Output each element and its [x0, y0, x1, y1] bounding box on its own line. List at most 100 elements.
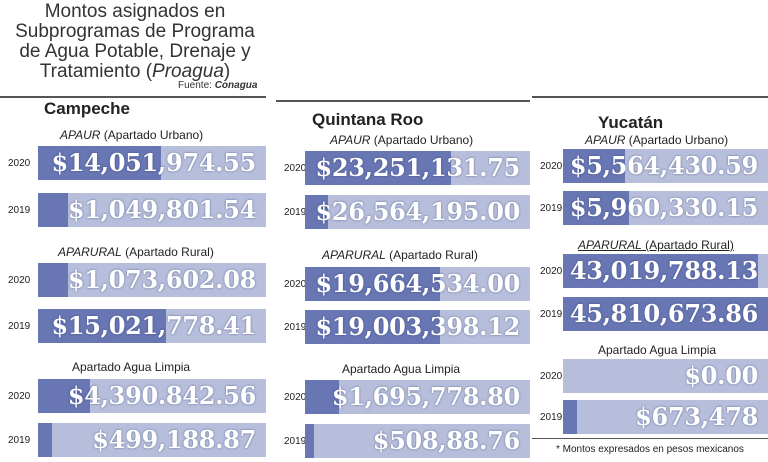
- subprogram-label: Apartado Agua Limpia: [72, 360, 190, 374]
- subprogram-text: Apartado Agua Limpia: [342, 362, 461, 376]
- year-label: 2020: [540, 161, 563, 172]
- amount-bar: $508,88.76: [305, 424, 530, 458]
- amount-value: $19,003,398.12: [315, 312, 520, 341]
- state-divider: [0, 96, 266, 98]
- year-label: 2020: [8, 158, 31, 169]
- subprogram-acronym: APARURAL: [322, 248, 386, 262]
- amount-bar-fill: [38, 193, 68, 227]
- state-divider: [276, 100, 530, 102]
- source-credit: Fuente: Conagua: [178, 80, 257, 91]
- amount-bar: 45,810,673.86: [563, 297, 768, 331]
- amount-value: $15,021,778.41: [51, 311, 256, 340]
- amount-value: $19,664,534.00: [315, 269, 520, 298]
- chart-title-block: Montos asignados en Subprogramas de Prog…: [6, 2, 264, 82]
- subprogram-desc: (Apartado Rural): [641, 238, 734, 252]
- amount-bar: $1,049,801.54: [38, 193, 266, 227]
- year-label: 2020: [284, 279, 307, 290]
- subprogram-label: APAUR (Apartado Urbano): [585, 133, 728, 147]
- amount-bar: $23,251,131.75: [305, 151, 530, 185]
- amount-bar-fill: [563, 191, 629, 225]
- year-label: 2019: [284, 436, 307, 447]
- subprogram-acronym: APARURAL: [578, 238, 642, 252]
- year-label: 2019: [540, 203, 563, 214]
- state-name: Yucatán: [598, 113, 664, 132]
- chart-title-line-1: Montos asignados en: [44, 1, 226, 22]
- subprogram-text: Apartado Agua Limpia: [598, 343, 717, 357]
- chart-title-line-2: Subprogramas de Programa: [15, 21, 255, 42]
- subprogram-acronym: APAUR: [585, 133, 626, 147]
- year-label: 2019: [284, 322, 307, 333]
- subprogram-label: Apartado Agua Limpia: [598, 343, 716, 357]
- amount-bar-fill: [38, 146, 161, 180]
- amount-value: $1,695,778.80: [331, 382, 520, 411]
- amount-value: $0.00: [684, 361, 758, 390]
- subprogram-text: Apartado Agua Limpia: [72, 360, 191, 374]
- amount-bar: $0.00: [563, 359, 768, 393]
- amount-bar-fill: [563, 149, 625, 183]
- amount-value: $508,88.76: [372, 426, 521, 455]
- amount-bar-fill: [305, 195, 328, 229]
- amount-bar-fill: [563, 297, 768, 331]
- state-name: Campeche: [44, 99, 130, 118]
- amount-bar-fill: [305, 424, 314, 458]
- amount-bar: $15,021,778.41: [38, 309, 266, 343]
- subprogram-desc: (Apartado Rural): [385, 248, 478, 262]
- title-prefix: Tratamiento (: [39, 61, 153, 82]
- amount-bar-fill: [305, 267, 440, 301]
- title-italic: Proagua: [152, 61, 224, 82]
- year-label: 2020: [284, 392, 307, 403]
- amount-bar: $14,051,974.55: [38, 146, 266, 180]
- subprogram-label: APARURAL (Apartado Rural): [322, 248, 478, 262]
- amount-value: $1,073,602.08: [67, 265, 256, 294]
- subprogram-label: APAUR (Apartado Urbano): [330, 133, 473, 147]
- state-name: Quintana Roo: [312, 110, 424, 129]
- amount-bar-fill: [38, 423, 52, 457]
- amount-bar: $1,073,602.08: [38, 263, 266, 297]
- subprogram-label: Apartado Agua Limpia: [342, 362, 460, 376]
- subprogram-desc: (Apartado Rural): [121, 245, 214, 259]
- subprogram-desc: (Apartado Urbano): [625, 133, 729, 147]
- year-label: 2019: [8, 205, 31, 216]
- year-label: 2020: [540, 371, 563, 382]
- amount-value: $26,564,195.00: [315, 197, 520, 226]
- year-label: 2019: [540, 309, 563, 320]
- year-label: 2019: [284, 207, 307, 218]
- amount-value: $23,251,131.75: [315, 153, 520, 182]
- amount-bar: $19,664,534.00: [305, 267, 530, 301]
- subprogram-acronym: APAUR: [60, 128, 101, 142]
- amount-bar: 43,019,788.13: [563, 254, 768, 288]
- amount-bar: $19,003,398.12: [305, 310, 530, 344]
- amount-bar-fill: [305, 151, 451, 185]
- year-label: 2020: [540, 266, 563, 277]
- source-label: Fuente:: [178, 80, 212, 91]
- year-label: 2019: [540, 412, 563, 423]
- source-name: Conagua: [214, 80, 258, 91]
- amount-bar: $4,390.842.56: [38, 379, 266, 413]
- amount-value: 43,019,788.13: [569, 256, 758, 285]
- chart-title-line-4: Tratamiento (Proagua): [6, 62, 264, 82]
- amount-bar-fill: [38, 309, 166, 343]
- amount-value: 45,810,673.86: [569, 299, 758, 328]
- subprogram-label: APARURAL (Apartado Rural): [578, 238, 734, 252]
- amount-value: $1,049,801.54: [67, 195, 256, 224]
- amount-bar: $5,960,330.15: [563, 191, 768, 225]
- amount-value: $5,960,330.15: [569, 193, 758, 222]
- amount-bar-fill: [38, 379, 90, 413]
- year-label: 2020: [8, 275, 31, 286]
- chart-title-line-3: de Agua Potable, Drenaje y: [19, 41, 251, 62]
- amount-value: $14,051,974.55: [51, 148, 256, 177]
- amount-value: $673,478: [635, 402, 758, 431]
- amount-bar: $5,564,430.59: [563, 149, 768, 183]
- footnote: * Montos expresados en pesos mexicanos: [556, 444, 744, 455]
- amount-bar: $26,564,195.00: [305, 195, 530, 229]
- amount-value: $499,188.87: [92, 425, 256, 454]
- amount-bar-fill: [563, 254, 758, 288]
- subprogram-desc: (Apartado Urbano): [100, 128, 204, 142]
- subprogram-acronym: APARURAL: [58, 245, 122, 259]
- amount-bar: $673,478: [563, 400, 768, 434]
- state-divider: [532, 96, 768, 98]
- year-label: 2019: [8, 435, 31, 446]
- amount-bar-fill: [38, 263, 68, 297]
- subprogram-label: APARURAL (Apartado Rural): [58, 245, 214, 259]
- amount-bar-fill: [305, 380, 339, 414]
